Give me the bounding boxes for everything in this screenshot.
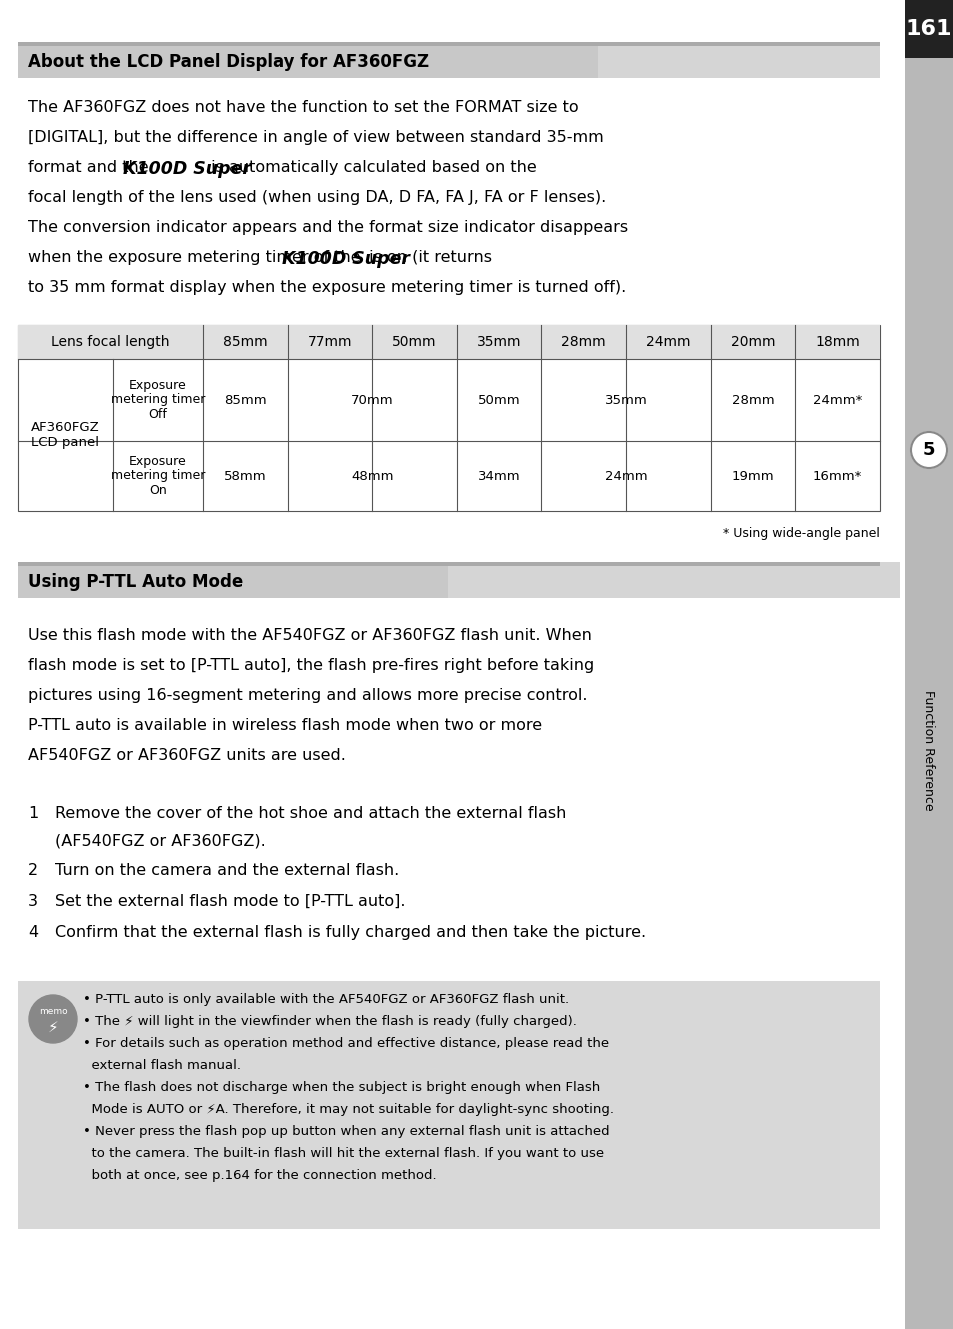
Text: [DIGITAL], but the difference in angle of view between standard 35-mm: [DIGITAL], but the difference in angle o… (28, 130, 603, 145)
Bar (904, 0, 953, 58)
Text: when the exposure metering timer of the: when the exposure metering timer of the (28, 250, 365, 264)
Text: 85mm: 85mm (223, 335, 268, 350)
Text: external flash manual.: external flash manual. (83, 1059, 241, 1073)
Text: Exposure
metering timer
On: Exposure metering timer On (111, 455, 205, 497)
Bar (598, 47, 879, 78)
Text: Mode is AUTO or ⚡A. Therefore, it may not suitable for daylight-sync shooting.: Mode is AUTO or ⚡A. Therefore, it may no… (83, 1103, 614, 1116)
Bar (18, 981, 879, 1229)
Text: format and the: format and the (28, 159, 153, 175)
Bar (18, 326, 879, 510)
Text: 85mm: 85mm (224, 393, 266, 407)
Text: focal length of the lens used (when using DA, D FA, FA J, FA or F lenses).: focal length of the lens used (when usin… (28, 190, 605, 205)
Text: • P-TTL auto is only available with the AF540FGZ or AF360FGZ flash unit.: • P-TTL auto is only available with the … (83, 993, 569, 1006)
Text: Exposure
metering timer
Off: Exposure metering timer Off (111, 379, 205, 421)
Text: 70mm: 70mm (351, 393, 394, 407)
Bar (448, 562, 899, 598)
Text: About the LCD Panel Display for AF360FGZ: About the LCD Panel Display for AF360FGZ (28, 53, 429, 70)
Text: flash mode is set to [P-TTL auto], the flash pre-fires right before taking: flash mode is set to [P-TTL auto], the f… (28, 658, 594, 672)
Text: Use this flash mode with the AF540FGZ or AF360FGZ flash unit. When: Use this flash mode with the AF540FGZ or… (28, 629, 591, 643)
Text: Confirm that the external flash is fully charged and then take the picture.: Confirm that the external flash is fully… (55, 925, 645, 940)
Bar (18, 47, 598, 78)
Text: is on (it returns: is on (it returns (364, 250, 492, 264)
Text: 35mm: 35mm (604, 393, 647, 407)
Text: 34mm: 34mm (477, 469, 520, 482)
Text: pictures using 16-segment metering and allows more precise control.: pictures using 16-segment metering and a… (28, 688, 587, 703)
Text: 1: 1 (28, 805, 38, 821)
Text: AF360FGZ
LCD panel: AF360FGZ LCD panel (31, 421, 100, 449)
Text: 28mm: 28mm (561, 335, 605, 350)
Bar (18, 43, 879, 47)
Text: • For details such as operation method and effective distance, please read the: • For details such as operation method a… (83, 1037, 608, 1050)
Text: 4: 4 (28, 925, 38, 940)
Text: Set the external flash mode to [P-TTL auto].: Set the external flash mode to [P-TTL au… (55, 894, 405, 909)
Circle shape (910, 432, 946, 468)
Text: 161: 161 (904, 19, 951, 39)
Text: 2: 2 (28, 863, 38, 878)
Text: 28mm: 28mm (731, 393, 774, 407)
Text: Function Reference: Function Reference (922, 690, 935, 811)
Text: both at once, see p.164 for the connection method.: both at once, see p.164 for the connecti… (83, 1170, 436, 1181)
Text: 20mm: 20mm (730, 335, 775, 350)
Circle shape (29, 995, 77, 1043)
Text: The conversion indicator appears and the format size indicator disappears: The conversion indicator appears and the… (28, 221, 627, 235)
Text: • The ⚡ will light in the viewfinder when the flash is ready (fully charged).: • The ⚡ will light in the viewfinder whe… (83, 1015, 577, 1029)
Text: 5: 5 (922, 441, 934, 459)
Text: 24mm: 24mm (604, 469, 647, 482)
Bar (904, 0, 953, 1329)
Text: Using P-TTL Auto Mode: Using P-TTL Auto Mode (28, 573, 243, 591)
Bar (18, 326, 879, 359)
Text: to the camera. The built-in flash will hit the external flash. If you want to us: to the camera. The built-in flash will h… (83, 1147, 603, 1160)
Text: (AF540FGZ or AF360FGZ).: (AF540FGZ or AF360FGZ). (55, 835, 266, 849)
Text: 19mm: 19mm (731, 469, 774, 482)
Text: The AF360FGZ does not have the function to set the FORMAT size to: The AF360FGZ does not have the function … (28, 100, 578, 116)
Text: 58mm: 58mm (224, 469, 266, 482)
Text: 16mm*: 16mm* (812, 469, 862, 482)
Text: 3: 3 (28, 894, 38, 909)
Text: AF540FGZ or AF360FGZ units are used.: AF540FGZ or AF360FGZ units are used. (28, 748, 346, 763)
Bar (18, 562, 879, 566)
Text: Remove the cover of the hot shoe and attach the external flash: Remove the cover of the hot shoe and att… (55, 805, 566, 821)
Text: 48mm: 48mm (351, 469, 393, 482)
Text: 50mm: 50mm (392, 335, 436, 350)
Text: 77mm: 77mm (308, 335, 352, 350)
Text: • The flash does not discharge when the subject is bright enough when Flash: • The flash does not discharge when the … (83, 1080, 599, 1094)
Bar (18, 562, 448, 598)
Text: • Never press the flash pop up button when any external flash unit is attached: • Never press the flash pop up button wh… (83, 1126, 609, 1138)
Text: K100D Super: K100D Super (123, 159, 251, 178)
Text: to 35 mm format display when the exposure metering timer is turned off).: to 35 mm format display when the exposur… (28, 280, 625, 295)
Text: memo: memo (39, 1007, 68, 1017)
Text: P-TTL auto is available in wireless flash mode when two or more: P-TTL auto is available in wireless flas… (28, 718, 541, 734)
Text: 24mm*: 24mm* (812, 393, 862, 407)
Text: 35mm: 35mm (476, 335, 521, 350)
Text: K100D Super: K100D Super (282, 250, 410, 268)
Text: * Using wide-angle panel: * Using wide-angle panel (722, 528, 879, 540)
Text: 24mm: 24mm (645, 335, 690, 350)
Text: is automatically calculated based on the: is automatically calculated based on the (206, 159, 536, 175)
Text: ⚡: ⚡ (48, 1019, 58, 1034)
Text: 50mm: 50mm (477, 393, 520, 407)
Text: Lens focal length: Lens focal length (51, 335, 170, 350)
Text: 18mm: 18mm (815, 335, 860, 350)
Text: Turn on the camera and the external flash.: Turn on the camera and the external flas… (55, 863, 399, 878)
